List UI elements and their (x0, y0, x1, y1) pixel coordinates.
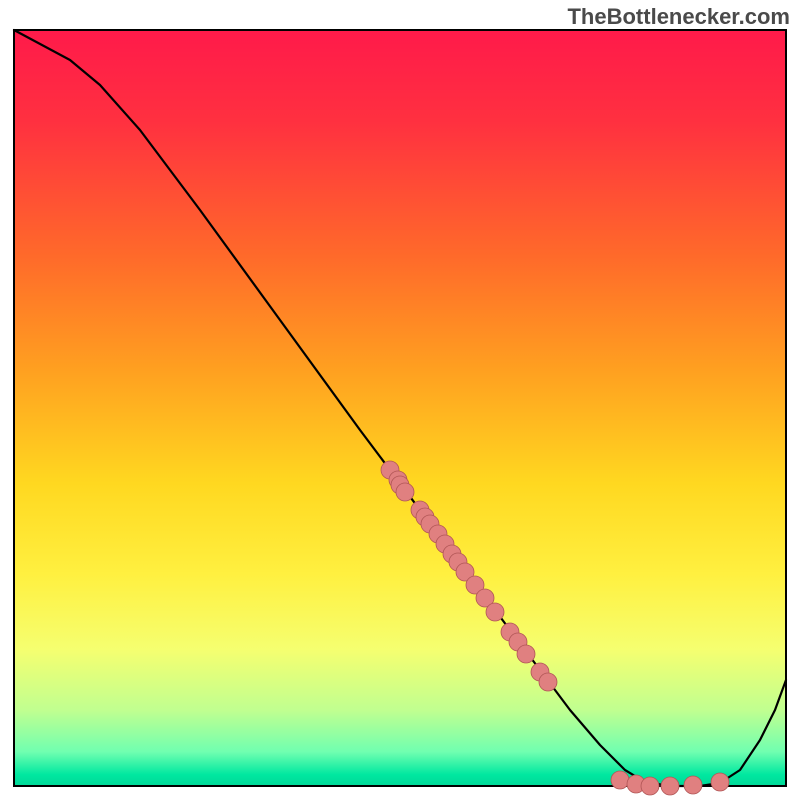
gradient-background (14, 30, 786, 786)
data-marker (711, 773, 729, 791)
data-marker (661, 777, 679, 795)
watermark-label: TheBottlenecker.com (567, 4, 790, 30)
data-marker (539, 673, 557, 691)
data-marker (641, 777, 659, 795)
bottleneck-chart (0, 0, 800, 800)
data-marker (684, 776, 702, 794)
data-marker (396, 483, 414, 501)
data-marker (611, 771, 629, 789)
chart-container: TheBottlenecker.com (0, 0, 800, 800)
data-marker (517, 645, 535, 663)
data-marker (486, 603, 504, 621)
